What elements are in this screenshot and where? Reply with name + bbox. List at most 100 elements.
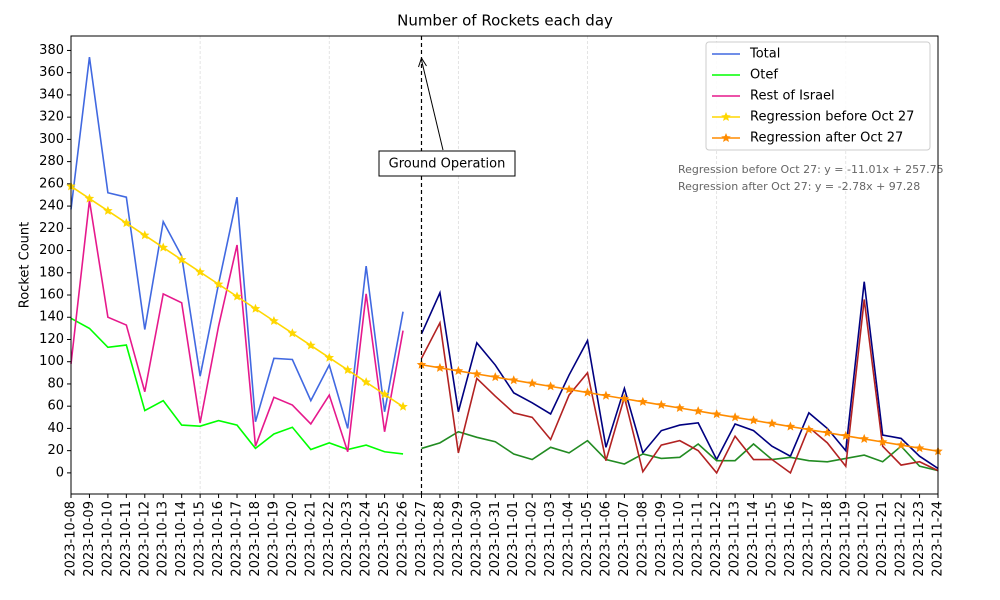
- point-marker: [435, 362, 445, 372]
- x-tick-label: 2023-10-18: [248, 501, 263, 577]
- x-tick-label: 2023-10-28: [432, 501, 447, 577]
- point-marker: [656, 399, 667, 409]
- x-tick-label: 2023-10-25: [377, 501, 392, 577]
- legend-marker: [721, 133, 731, 143]
- y-tick-label: 100: [39, 354, 64, 369]
- point-marker: [306, 340, 316, 350]
- legend-label: Total: [749, 47, 780, 62]
- x-tick-label: 2023-11-04: [562, 501, 577, 577]
- series-line: [420, 281, 939, 470]
- point-marker: [785, 421, 796, 431]
- point-marker: [638, 396, 648, 406]
- annotation-box: [378, 150, 516, 177]
- legend-box: [705, 41, 931, 151]
- chart-title: Number of Rockets each day: [397, 12, 613, 30]
- y-tick-label: 60: [47, 399, 64, 414]
- y-tick-label: 280: [39, 154, 64, 169]
- x-tick-label: 2023-11-13: [728, 501, 743, 577]
- point-marker: [140, 230, 150, 240]
- point-marker: [176, 254, 187, 264]
- point-marker: [582, 387, 593, 397]
- x-tick-label: 2023-10-27: [414, 501, 429, 577]
- x-tick-label: 2023-11-05: [580, 501, 595, 577]
- series-line: [421, 430, 939, 472]
- point-marker: [619, 393, 630, 403]
- x-tick-label: 2023-10-20: [285, 501, 300, 577]
- y-tick-label: 360: [39, 65, 64, 80]
- point-marker: [914, 443, 925, 453]
- x-tick-label: 2023-11-03: [543, 501, 558, 577]
- point-marker: [103, 205, 113, 215]
- x-tick-label: 2023-11-01: [506, 501, 521, 577]
- x-tick-label: 2023-11-21: [875, 501, 890, 577]
- x-tick-label: 2023-11-06: [598, 501, 613, 577]
- x-tick-label: 2023-11-19: [838, 501, 853, 577]
- point-marker: [453, 365, 464, 375]
- y-tick-label: 20: [47, 443, 64, 458]
- series-line: [420, 299, 939, 475]
- point-marker: [84, 193, 95, 203]
- point-marker: [804, 424, 814, 434]
- y-tick-label: 180: [39, 265, 64, 280]
- legend-label: Otef: [750, 68, 778, 83]
- point-marker: [158, 242, 168, 252]
- y-tick-label: 340: [39, 87, 64, 102]
- point-marker: [711, 409, 722, 419]
- x-tick-label: 2023-10-12: [137, 501, 152, 577]
- y-tick-label: 140: [39, 310, 64, 325]
- point-marker: [859, 433, 869, 443]
- x-tick-label: 2023-11-09: [654, 501, 669, 577]
- x-tick-label: 2023-11-22: [894, 501, 909, 577]
- point-marker: [398, 401, 408, 411]
- plot-frame: [70, 35, 939, 495]
- x-tick-label: 2023-10-26: [396, 501, 411, 577]
- point-marker: [195, 267, 205, 277]
- point-marker: [287, 328, 298, 338]
- series-line: [70, 200, 404, 453]
- point-marker: [508, 375, 519, 385]
- y-tick-label: 320: [39, 110, 64, 125]
- x-tick-label: 2023-11-16: [783, 501, 798, 577]
- x-tick-label: 2023-11-02: [525, 501, 540, 577]
- y-tick-label: 160: [39, 288, 64, 303]
- point-marker: [213, 279, 224, 289]
- x-tick-label: 2023-10-31: [488, 501, 503, 577]
- x-tick-label: 2023-10-08: [64, 501, 79, 577]
- y-tick-label: 40: [47, 421, 64, 436]
- x-tick-label: 2023-10-17: [230, 501, 245, 577]
- x-tick-label: 2023-10-14: [174, 501, 189, 577]
- x-tick-label: 2023-11-12: [709, 501, 724, 577]
- x-tick-label: 2023-11-10: [672, 501, 687, 577]
- point-marker: [896, 440, 906, 450]
- x-tick-label: 2023-10-09: [82, 501, 97, 577]
- point-marker: [748, 415, 759, 425]
- point-marker: [342, 364, 353, 374]
- point-marker: [564, 384, 574, 394]
- point-marker: [324, 352, 335, 362]
- point-marker: [674, 403, 685, 413]
- point-marker: [472, 369, 482, 379]
- y-tick-label: 260: [39, 176, 64, 191]
- point-marker: [416, 359, 427, 369]
- y-tick-label: 380: [39, 43, 64, 58]
- y-tick-label: 0: [56, 465, 64, 480]
- x-tick-label: 2023-11-07: [617, 501, 632, 577]
- x-tick-label: 2023-11-15: [764, 501, 779, 577]
- x-tick-label: 2023-11-23: [912, 501, 927, 577]
- note: Regression before Oct 27: y = -11.01x + …: [678, 163, 944, 176]
- x-tick-label: 2023-10-15: [193, 501, 208, 577]
- x-tick-label: 2023-10-13: [156, 501, 171, 577]
- point-marker: [379, 389, 390, 399]
- legend-marker: [721, 112, 731, 122]
- x-tick-label: 2023-10-29: [451, 501, 466, 577]
- x-tick-label: 2023-10-21: [303, 501, 318, 577]
- y-tick-label: 80: [47, 376, 64, 391]
- x-tick-label: 2023-11-20: [857, 501, 872, 577]
- x-tick-label: 2023-10-22: [322, 501, 337, 577]
- y-tick-label: 300: [39, 132, 64, 147]
- point-marker: [877, 437, 888, 447]
- point-marker: [361, 377, 371, 387]
- x-tick-label: 2023-10-10: [100, 501, 115, 577]
- point-marker: [822, 427, 833, 437]
- x-tick-label: 2023-10-19: [266, 501, 281, 577]
